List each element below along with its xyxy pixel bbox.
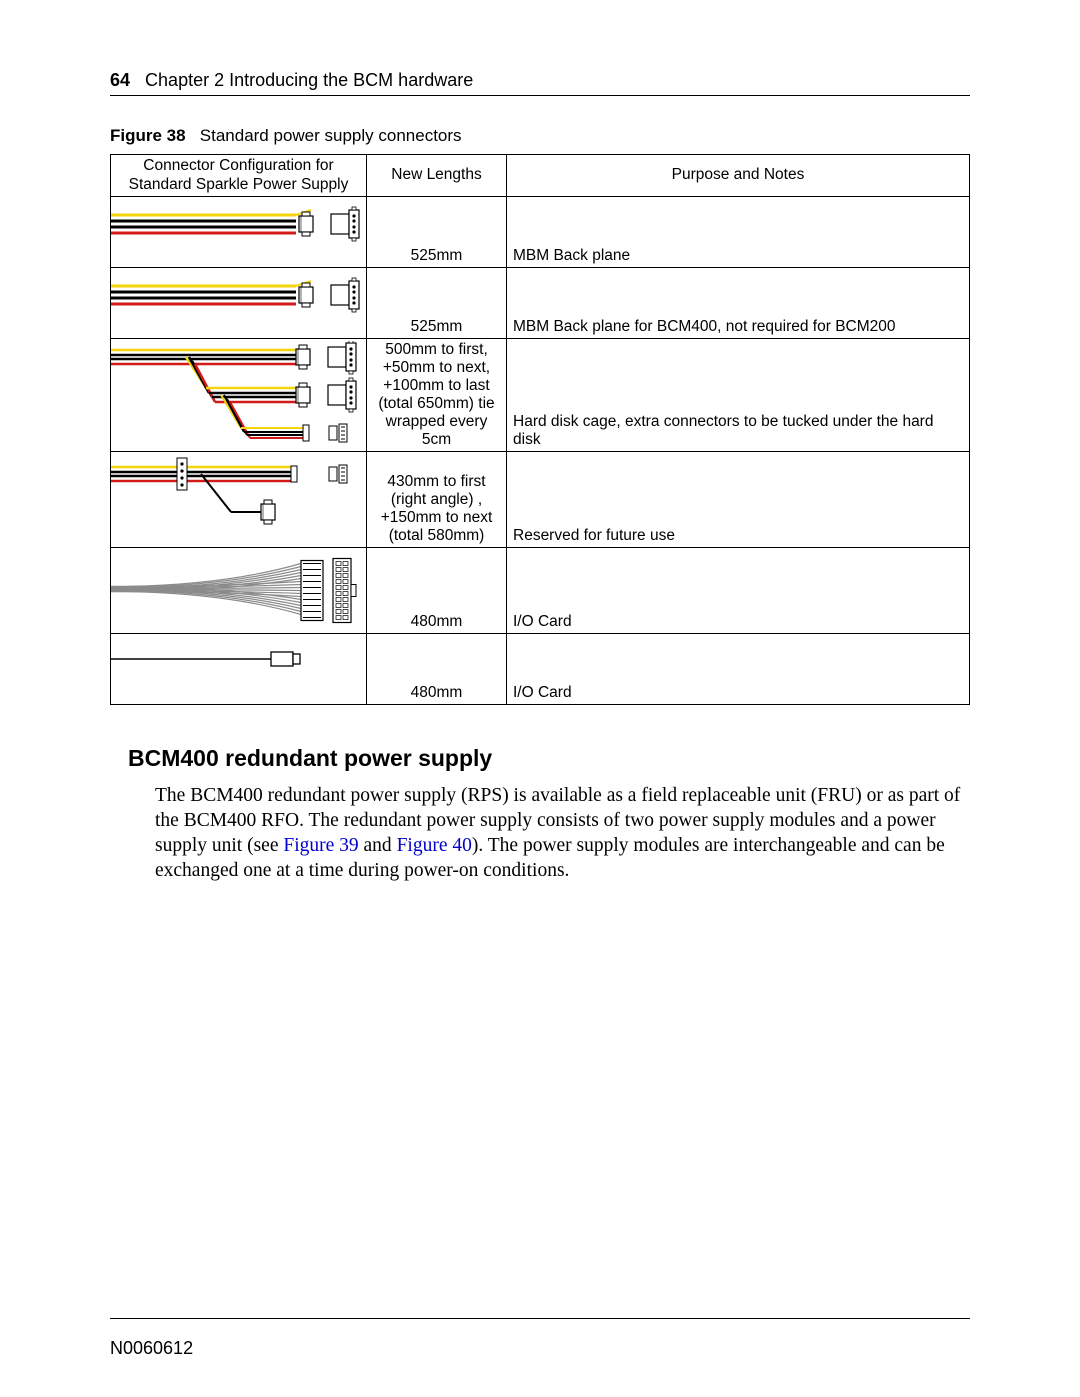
connector-table: Connector Configuration for Standard Spa… xyxy=(110,154,970,705)
footer-rule xyxy=(110,1318,970,1319)
purpose-cell: I/O Card xyxy=(507,548,970,634)
purpose-cell: MBM Back plane xyxy=(507,197,970,268)
figure-caption-text: Standard power supply connectors xyxy=(200,126,462,145)
chapter-title: Chapter 2 Introducing the BCM hardware xyxy=(145,70,473,90)
length-cell: 525mm xyxy=(367,268,507,339)
table-row: 480mmI/O Card xyxy=(111,634,970,705)
length-cell: 480mm xyxy=(367,548,507,634)
length-cell: 500mm to first, +50mm to next, +100mm to… xyxy=(367,339,507,452)
table-row: 525mmMBM Back plane for BCM400, not requ… xyxy=(111,268,970,339)
table-row: 500mm to first, +50mm to next, +100mm to… xyxy=(111,339,970,452)
connector-diagram xyxy=(111,548,367,634)
table-row: 525mmMBM Back plane xyxy=(111,197,970,268)
table-row: 430mm to first (right angle) , +150mm to… xyxy=(111,452,970,548)
purpose-cell: MBM Back plane for BCM400, not required … xyxy=(507,268,970,339)
link-figure-39[interactable]: Figure 39 xyxy=(283,835,358,856)
th-lengths: New Lengths xyxy=(367,155,507,197)
link-figure-40[interactable]: Figure 40 xyxy=(397,835,472,856)
header-rule xyxy=(110,95,970,96)
section-title: BCM400 redundant power supply xyxy=(128,745,970,772)
page-header: 64 Chapter 2 Introducing the BCM hardwar… xyxy=(110,70,970,91)
th-purpose: Purpose and Notes xyxy=(507,155,970,197)
figure-label: Figure 38 xyxy=(110,126,186,145)
page-number: 64 xyxy=(110,70,130,90)
connector-diagram xyxy=(111,268,367,339)
para-text-2: and xyxy=(359,835,397,856)
connector-diagram xyxy=(111,452,367,548)
body-paragraph: The BCM400 redundant power supply (RPS) … xyxy=(155,784,970,884)
length-cell: 430mm to first (right angle) , +150mm to… xyxy=(367,452,507,548)
th-connector: Connector Configuration for Standard Spa… xyxy=(111,155,367,197)
purpose-cell: I/O Card xyxy=(507,634,970,705)
table-row: 480mmI/O Card xyxy=(111,548,970,634)
connector-diagram xyxy=(111,339,367,452)
connector-diagram xyxy=(111,197,367,268)
purpose-cell: Hard disk cage, extra connectors to be t… xyxy=(507,339,970,452)
connector-diagram xyxy=(111,634,367,705)
purpose-cell: Reserved for future use xyxy=(507,452,970,548)
figure-caption: Figure 38 Standard power supply connecto… xyxy=(110,126,970,146)
length-cell: 525mm xyxy=(367,197,507,268)
length-cell: 480mm xyxy=(367,634,507,705)
document-number: N0060612 xyxy=(110,1338,193,1359)
